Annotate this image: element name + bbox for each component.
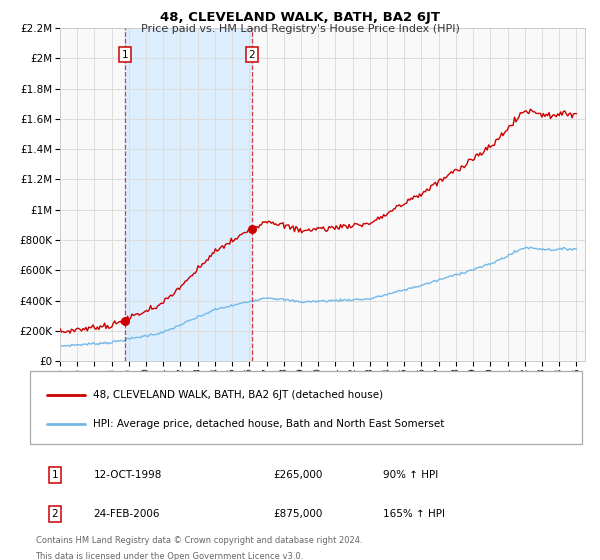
Text: 24-FEB-2006: 24-FEB-2006 <box>94 508 160 519</box>
Text: 1: 1 <box>122 50 128 60</box>
Text: This data is licensed under the Open Government Licence v3.0.: This data is licensed under the Open Gov… <box>35 552 304 560</box>
Text: Price paid vs. HM Land Registry's House Price Index (HPI): Price paid vs. HM Land Registry's House … <box>140 24 460 34</box>
Text: 48, CLEVELAND WALK, BATH, BA2 6JT (detached house): 48, CLEVELAND WALK, BATH, BA2 6JT (detac… <box>94 390 383 400</box>
Text: HPI: Average price, detached house, Bath and North East Somerset: HPI: Average price, detached house, Bath… <box>94 419 445 429</box>
Text: £265,000: £265,000 <box>273 470 322 480</box>
Text: Contains HM Land Registry data © Crown copyright and database right 2024.: Contains HM Land Registry data © Crown c… <box>35 536 362 545</box>
Text: 48, CLEVELAND WALK, BATH, BA2 6JT: 48, CLEVELAND WALK, BATH, BA2 6JT <box>160 11 440 24</box>
Bar <box>125 28 252 361</box>
Text: £875,000: £875,000 <box>273 508 322 519</box>
Text: 165% ↑ HPI: 165% ↑ HPI <box>383 508 445 519</box>
Text: 1: 1 <box>52 470 58 480</box>
FancyBboxPatch shape <box>30 371 582 444</box>
Text: 90% ↑ HPI: 90% ↑ HPI <box>383 470 439 480</box>
Text: 12-OCT-1998: 12-OCT-1998 <box>94 470 162 480</box>
Text: 2: 2 <box>248 50 255 60</box>
Text: 2: 2 <box>52 508 58 519</box>
